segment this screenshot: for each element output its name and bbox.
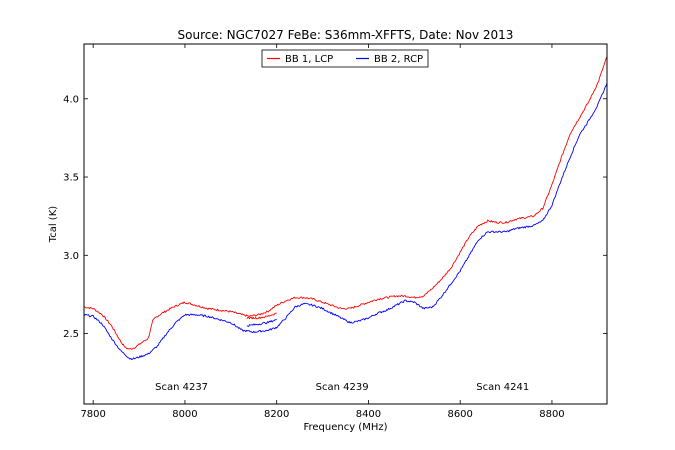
scan-annotation: Scan 4239 bbox=[316, 382, 369, 393]
x-tick-label: 8000 bbox=[172, 409, 197, 420]
x-axis-label: Frequency (MHz) bbox=[303, 422, 387, 433]
x-tick-label: 8600 bbox=[447, 409, 472, 420]
annotation-layer: Scan 4237 Scan 4239 Scan 4241 bbox=[155, 382, 529, 393]
legend-box bbox=[261, 49, 429, 68]
series-line-0 bbox=[83, 56, 608, 350]
y-tick-label: 3.0 bbox=[63, 251, 79, 262]
legend: BB 1, LCP BB 2, RCP bbox=[261, 49, 429, 68]
x-tick-label: 8200 bbox=[264, 409, 289, 420]
scan-annotation: Scan 4237 bbox=[155, 382, 208, 393]
scan-annotation: Scan 4241 bbox=[476, 382, 529, 393]
y-tick-label: 4.0 bbox=[63, 94, 79, 105]
y-axis-label: Tcal (K) bbox=[48, 206, 59, 243]
plot-background bbox=[84, 44, 607, 404]
chart-title: Source: NGC7027 FeBe: S36mm-XFFTS, Date:… bbox=[178, 28, 514, 42]
plot-frame bbox=[83, 43, 608, 405]
x-tick-label: 7800 bbox=[80, 409, 105, 420]
x-tick-label: 8800 bbox=[539, 409, 564, 420]
ticks-layer: 7800 8000 8200 8400 8600 8800 2.5 3.0 3.5 4.0 bbox=[63, 44, 607, 420]
series-line-2 bbox=[246, 312, 277, 320]
legend-label-lcp: BB 1, LCP bbox=[285, 54, 333, 65]
y-tick-label: 3.5 bbox=[63, 173, 79, 184]
y-tick-label: 2.5 bbox=[63, 329, 79, 340]
series-line-1 bbox=[83, 82, 608, 360]
x-tick-label: 8400 bbox=[356, 409, 381, 420]
series-line-3 bbox=[246, 319, 277, 327]
legend-label-rcp: BB 2, RCP bbox=[374, 54, 423, 65]
series-layer bbox=[83, 56, 608, 360]
